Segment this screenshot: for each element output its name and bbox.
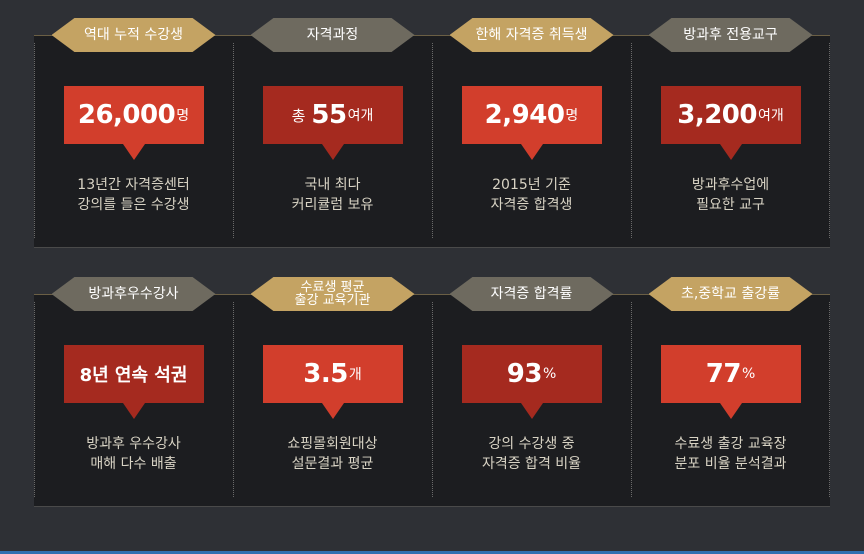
stat-value: 93 (506, 359, 543, 389)
stat-badge: 역대 누적 수강생 (51, 18, 216, 52)
stat-card-certified: 한해 자격증 취득생 2,940 명 2015년 기준 자격증 합격생 (432, 18, 631, 248)
stat-description: 강의 수강생 중 자격증 합격 비율 (432, 434, 631, 474)
speech-tail (321, 144, 344, 160)
stat-value-box: 26,000 명 (63, 86, 204, 160)
desc-line: 자격증 합격생 (490, 197, 573, 213)
divider (432, 302, 433, 497)
stat-value-box: 8년 연속 석권 (63, 345, 204, 419)
stat-badge: 자격과정 (250, 18, 415, 52)
desc-line: 강의 수강생 중 (488, 436, 575, 452)
stat-value: 8년 연속 석권 (79, 365, 188, 386)
desc-line: 2015년 기준 (492, 177, 571, 193)
desc-line: 수료생 출강 교육장 (674, 436, 787, 452)
stat-badge: 한해 자격증 취득생 (449, 18, 614, 52)
stat-value: 2,940 (484, 100, 565, 130)
stat-card-teaching-rate: 초,중학교 출강률 77% 수료생 출강 교육장 분포 비율 분석결과 (631, 277, 830, 507)
stat-prefix: 총 (291, 106, 306, 125)
stat-value: 3,200 (677, 100, 757, 130)
stat-value-box: 3,200 여개 (660, 86, 801, 160)
speech-tail (520, 144, 543, 160)
stat-description: 방과후 우수강사 매해 다수 배출 (34, 434, 233, 474)
stat-unit: 여개 (757, 108, 784, 124)
divider (233, 43, 234, 238)
desc-line: 국내 최다 (304, 177, 361, 193)
stat-value-box: 93% (461, 345, 602, 419)
desc-line: 방과후수업에 (691, 177, 770, 193)
desc-line: 방과후 우수강사 (86, 436, 181, 452)
divider (631, 43, 632, 238)
stat-description: 국내 최다 커리큘럼 보유 (233, 175, 432, 215)
stat-card-total-students: 역대 누적 수강생 26,000 명 13년간 자격증센터 강의를 들은 수강생 (34, 18, 233, 248)
desc-line: 자격증 합격 비율 (481, 456, 582, 472)
speech-tail (520, 403, 543, 419)
stats-panel-top: 역대 누적 수강생 26,000 명 13년간 자격증센터 강의를 들은 수강생 … (34, 18, 830, 248)
stat-badge: 수료생 평균 출강 교육기관 (250, 277, 415, 311)
stat-badge: 초,중학교 출강률 (648, 277, 813, 311)
desc-line: 매해 다수 배출 (90, 456, 177, 472)
stat-unit: 개 (348, 367, 362, 383)
divider (432, 43, 433, 238)
badge-line: 출강 교육기관 (294, 293, 371, 308)
stat-unit: 여개 (347, 108, 374, 124)
footer-accent-line (0, 551, 864, 554)
stat-value: 3.5 (303, 359, 348, 389)
stat-value: 26,000 (77, 100, 176, 130)
stat-value-box: 2,940 명 (461, 86, 602, 160)
speech-tail (122, 144, 145, 160)
stat-unit: 명 (565, 108, 579, 124)
speech-tail (719, 403, 742, 419)
divider (34, 43, 35, 238)
stat-unit: 명 (176, 108, 190, 124)
desc-line: 커리큘럼 보유 (291, 197, 374, 213)
desc-line: 강의를 들은 수강생 (77, 197, 190, 213)
stat-card-pass-rate: 자격증 합격률 93% 강의 수강생 중 자격증 합격 비율 (432, 277, 631, 507)
stat-unit: % (542, 366, 557, 382)
divider (829, 43, 830, 238)
stat-description: 수료생 출강 교육장 분포 비율 분석결과 (631, 434, 830, 474)
stat-value: 55 (311, 100, 347, 130)
panel-top-border (34, 294, 830, 295)
stat-value-box: 77% (660, 345, 801, 419)
stat-card-courses: 자격과정 총 55 여개 국내 최다 커리큘럼 보유 (233, 18, 432, 248)
badge-line: 수료생 평균 (300, 280, 365, 295)
stats-panel-bottom: 방과후우수강사 8년 연속 석권 방과후 우수강사 매해 다수 배출 수료생 평… (34, 277, 830, 507)
desc-line: 13년간 자격증센터 (77, 177, 190, 193)
stat-card-avg-institutions: 수료생 평균 출강 교육기관 3.5 개 쇼핑몰회원대상 설문결과 평균 (233, 277, 432, 507)
stat-description: 쇼핑몰회원대상 설문결과 평균 (233, 434, 432, 474)
stat-card-best-instructors: 방과후우수강사 8년 연속 석권 방과후 우수강사 매해 다수 배출 (34, 277, 233, 507)
stat-value: 77 (705, 359, 742, 389)
desc-line: 쇼핑몰회원대상 (287, 436, 378, 452)
divider (631, 302, 632, 497)
speech-tail (122, 403, 145, 419)
stat-description: 방과후수업에 필요한 교구 (631, 175, 830, 215)
divider (34, 302, 35, 497)
stat-badge: 자격증 합격률 (449, 277, 614, 311)
desc-line: 설문결과 평균 (291, 456, 374, 472)
speech-tail (719, 144, 742, 160)
divider (829, 302, 830, 497)
stat-description: 13년간 자격증센터 강의를 들은 수강생 (34, 175, 233, 215)
panel-bottom-border (34, 506, 830, 507)
speech-tail (321, 403, 344, 419)
stat-value-box: 3.5 개 (262, 345, 403, 419)
desc-line: 필요한 교구 (696, 197, 765, 213)
stat-description: 2015년 기준 자격증 합격생 (432, 175, 631, 215)
desc-line: 분포 비율 분석결과 (674, 456, 787, 472)
panel-bottom-border (34, 247, 830, 248)
stat-unit: % (741, 366, 756, 382)
stat-badge: 방과후 전용교구 (648, 18, 813, 52)
stat-badge: 방과후우수강사 (51, 277, 216, 311)
panel-top-border (34, 35, 830, 36)
divider (233, 302, 234, 497)
stat-card-teaching-tools: 방과후 전용교구 3,200 여개 방과후수업에 필요한 교구 (631, 18, 830, 248)
stat-value-box: 총 55 여개 (262, 86, 403, 160)
